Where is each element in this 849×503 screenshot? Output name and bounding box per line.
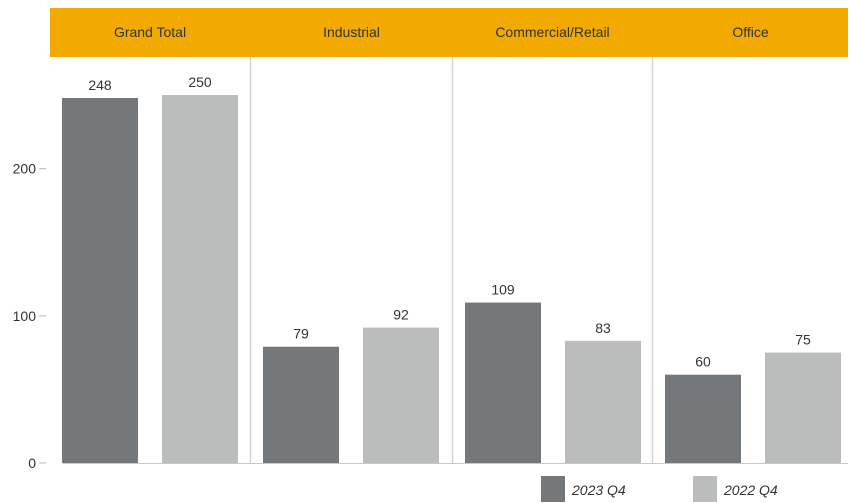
y-tick-label: 0 (28, 455, 36, 471)
legend-swatch-2023-q4 (541, 476, 565, 502)
panel-title-grand-total: Grand Total (114, 24, 186, 40)
bar-value-label: 75 (795, 332, 811, 348)
legend-label-2022-q4: 2022 Q4 (723, 482, 778, 498)
bar-value-label: 92 (393, 307, 409, 323)
bar-value-label: 250 (188, 74, 212, 90)
panel-title-industrial: Industrial (323, 24, 380, 40)
bar-2023-q4-commercial-retail (465, 302, 541, 463)
panel-title-office: Office (732, 24, 769, 40)
bar-2022-q4-commercial-retail (565, 340, 641, 463)
bar-value-label: 248 (88, 77, 112, 93)
y-tick-label: 100 (13, 308, 37, 324)
bar-value-label: 79 (293, 326, 309, 342)
panel-title-commercial-retail: Commercial/Retail (495, 24, 609, 40)
bar-value-label: 83 (595, 320, 611, 336)
bar-2023-q4-grand-total (62, 98, 138, 463)
bar-2022-q4-grand-total (162, 95, 238, 463)
bar-2023-q4-office (665, 374, 741, 463)
bar-value-label: 60 (695, 354, 711, 370)
bar-2022-q4-industrial (363, 327, 439, 463)
bar-2023-q4-industrial (263, 346, 339, 463)
bar-value-label: 109 (491, 282, 515, 298)
panel-header-band (50, 8, 848, 57)
bar-2022-q4-office (765, 352, 841, 463)
legend-label-2023-q4: 2023 Q4 (571, 482, 626, 498)
legend-swatch-2022-q4 (693, 476, 717, 502)
y-tick-label: 200 (13, 161, 37, 177)
